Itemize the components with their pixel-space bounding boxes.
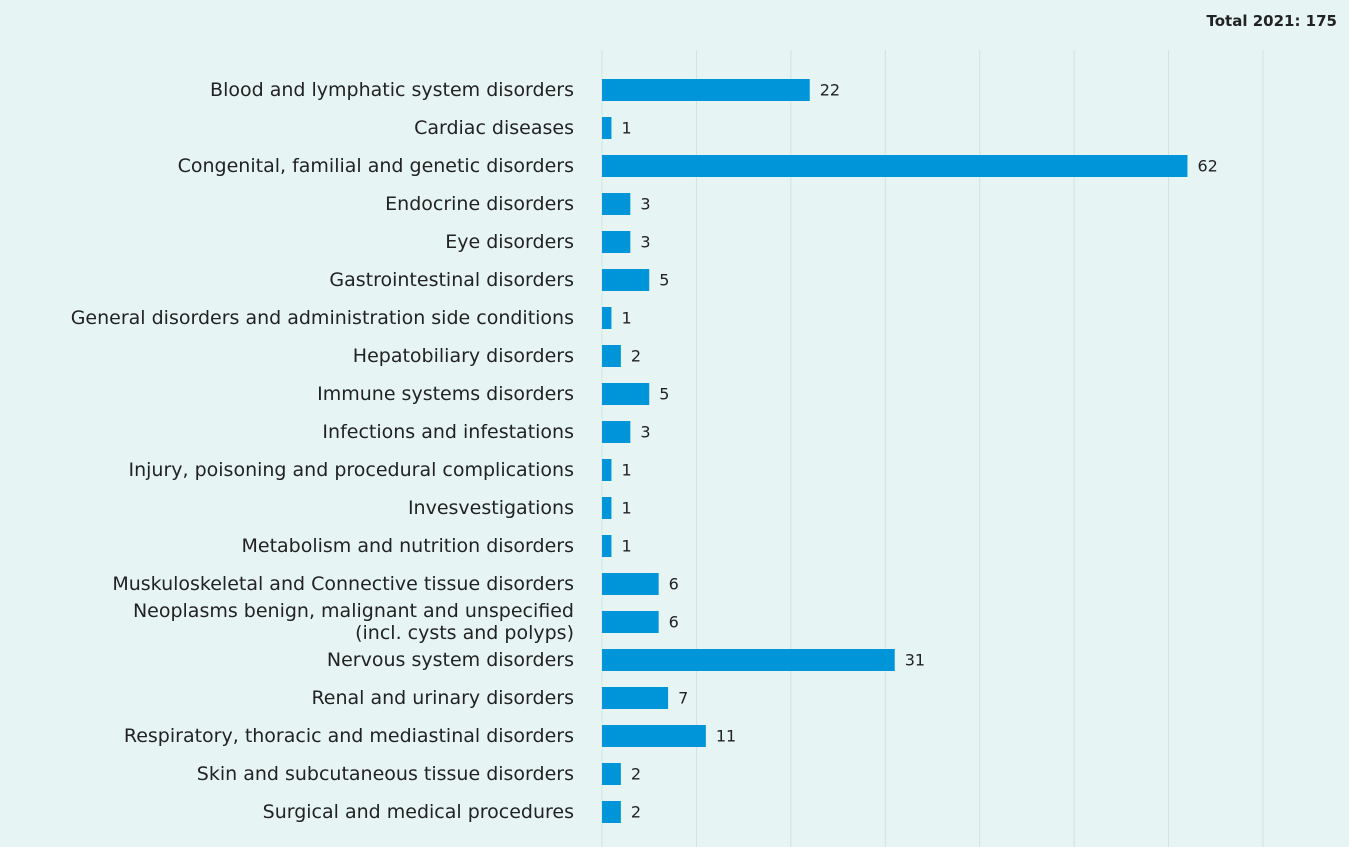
category-label: Renal and urinary disorders	[311, 687, 574, 709]
category-label: Endocrine disorders	[385, 193, 574, 215]
category-label: Congenital, familial and genetic disorde…	[177, 155, 574, 177]
category-label: Invesvestigations	[407, 497, 574, 519]
bar	[602, 231, 631, 253]
bar	[602, 611, 659, 633]
value-label: 7	[678, 689, 688, 708]
bar	[602, 725, 706, 747]
category-label: Blood and lymphatic system disorders	[210, 79, 574, 101]
category-label: Gastrointestinal disorders	[329, 269, 574, 291]
bar	[602, 497, 612, 519]
chart-title: Total 2021: 175	[1206, 12, 1337, 30]
bar	[602, 459, 612, 481]
value-label: 1	[621, 537, 631, 556]
category-label: Injury, poisoning and procedural complic…	[128, 459, 574, 481]
value-label: 22	[820, 81, 840, 100]
value-label: 11	[716, 727, 736, 746]
bar	[602, 649, 895, 671]
bar	[602, 687, 669, 709]
category-label: Muskuloskeletal and Connective tissue di…	[112, 573, 574, 595]
bar	[602, 421, 631, 443]
bar	[602, 535, 612, 557]
category-label: Nervous system disorders	[326, 649, 574, 671]
category-label: Skin and subcutaneous tissue disorders	[196, 763, 574, 785]
value-label: 3	[640, 195, 650, 214]
category-label: Immune systems disorders	[317, 383, 574, 405]
value-label: 5	[659, 385, 669, 404]
category-label: Hepatobiliary disorders	[352, 345, 574, 367]
bar	[602, 269, 650, 291]
category-label: Infections and infestations	[322, 421, 574, 443]
bar	[602, 155, 1188, 177]
value-label: 6	[669, 613, 679, 632]
value-label: 2	[631, 803, 641, 822]
value-label: 62	[1197, 157, 1217, 176]
category-label: Metabolism and nutrition disorders	[241, 535, 574, 557]
category-label: Surgical and medical procedures	[262, 801, 574, 823]
category-label: Cardiac diseases	[414, 117, 574, 139]
bar	[602, 307, 612, 329]
value-label: 3	[640, 423, 650, 442]
value-label: 6	[669, 575, 679, 594]
value-label: 31	[905, 651, 925, 670]
category-label: Eye disorders	[445, 231, 574, 253]
bar	[602, 573, 659, 595]
value-label: 3	[640, 233, 650, 252]
value-label: 1	[621, 461, 631, 480]
value-label: 1	[621, 309, 631, 328]
bar	[602, 345, 621, 367]
category-label: Respiratory, thoracic and mediastinal di…	[123, 725, 574, 747]
bar	[602, 193, 631, 215]
bar	[602, 117, 612, 139]
value-label: 2	[631, 347, 641, 366]
value-label: 2	[631, 765, 641, 784]
bar	[602, 763, 621, 785]
category-label: Neoplasms benign, malignant and unspecif…	[132, 600, 574, 644]
category-label: General disorders and administration sid…	[70, 307, 574, 329]
value-label: 1	[621, 119, 631, 138]
value-label: 5	[659, 271, 669, 290]
bar	[602, 79, 810, 101]
bar	[602, 383, 650, 405]
value-label: 1	[621, 499, 631, 518]
bar	[602, 801, 621, 823]
